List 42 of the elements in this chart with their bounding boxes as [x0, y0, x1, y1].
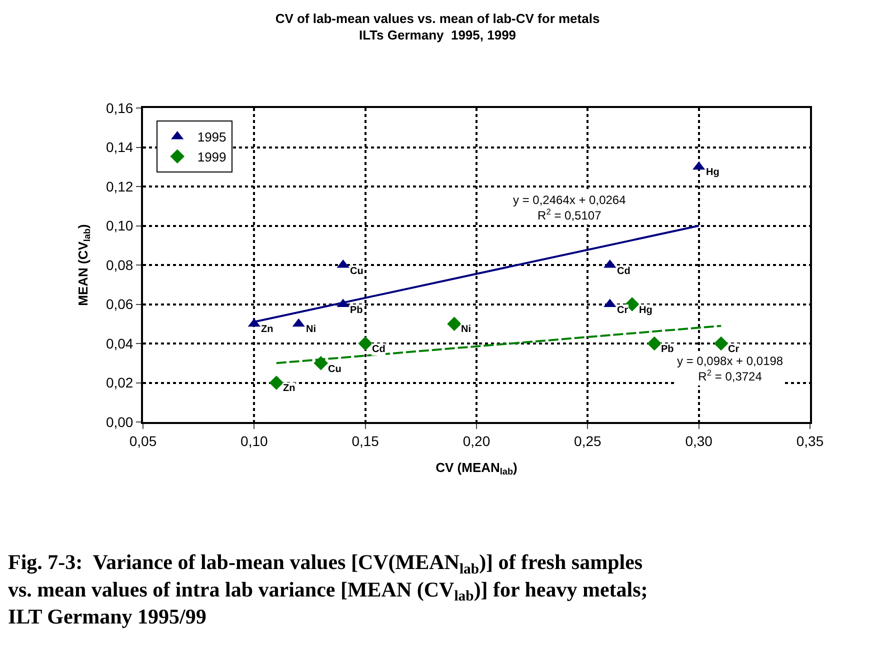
text: Fig. 7-3: Variance of lab-mean values [CV(MEAN$_{lab}$)] of fresh samples vs. mean values of intra lab variance [MEAN (CV$_{lab}$)] for heavy metals; ILT Germany 1995/99 — [8, 550, 648, 629]
annotation: Ni — [461, 324, 472, 335]
y-tick-label: 0,02 — [106, 374, 134, 391]
y-tick-label: 0,00 — [106, 414, 134, 430]
y-tick-label: 0,04 — [106, 335, 134, 352]
x-tick-label: 0,05 — [129, 432, 157, 449]
annotation: y = 0,2464x + 0,0264 R$^{2}$ = 0,5107 — [513, 193, 626, 223]
x-tick-label: 0,25 — [574, 432, 602, 449]
legend-label: 1999 — [197, 149, 226, 164]
x-tick-label: 0,20 — [462, 432, 490, 449]
point — [447, 316, 462, 332]
annotation: Hg — [639, 305, 652, 316]
x-tick-label: 0,30 — [685, 432, 713, 449]
legend-label: 1995 — [197, 130, 226, 145]
point — [269, 376, 284, 390]
annotation: Cd — [372, 344, 386, 355]
annotation: Pb — [350, 305, 363, 316]
annotation: Pb — [661, 344, 674, 355]
chart-title: CV of lab-mean values vs. mean of lab-CV for metals ILTs Germany 1995, 1999 — [275, 10, 600, 43]
y-tick-label: 0,08 — [106, 256, 134, 273]
annotation: y = 0,098x + 0,0198 R$^{2}$ = 0,3724 — [677, 354, 784, 384]
point — [714, 336, 728, 351]
x-axis-title: CV (MEAN$_{lab}$) — [436, 460, 518, 477]
annotation: Zn — [283, 383, 296, 394]
point — [358, 336, 372, 351]
y-tick-label: 0,12 — [106, 178, 134, 194]
y-tick-label: 0,06 — [106, 296, 134, 312]
annotation: Cd — [617, 266, 630, 277]
x-tick-label: 0,35 — [796, 432, 824, 449]
x-tick-label: 0,15 — [352, 432, 380, 449]
x-tick-label: 0,10 — [240, 432, 268, 449]
annotation: Cu — [328, 364, 342, 375]
annotation: Ni — [306, 324, 316, 335]
annotation: Cu — [350, 266, 364, 277]
annotation: Cr — [728, 344, 740, 355]
point — [647, 336, 662, 351]
annotation: Zn — [261, 324, 274, 335]
annotation: Hg — [706, 167, 720, 178]
annotation: Cr — [617, 305, 628, 316]
y-tick-label: 0,10 — [106, 218, 134, 234]
y-tick-label: 0,16 — [106, 100, 134, 116]
y-tick-label: 0,14 — [106, 139, 134, 156]
